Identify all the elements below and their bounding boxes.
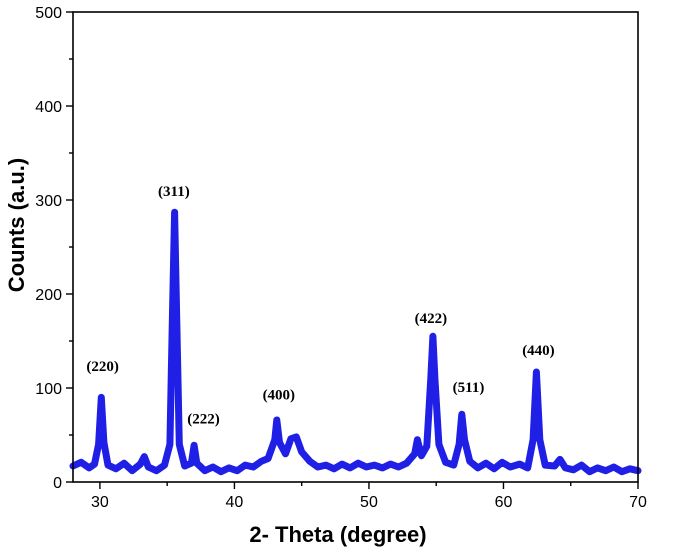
peak-label: (400) [263,387,296,403]
x-tick-label: 50 [360,494,378,511]
plot-frame [72,11,639,483]
peak-label: (511) [453,380,485,396]
x-tick-label: 30 [91,494,109,511]
peak-label: (440) [522,343,555,359]
y-tick-label: 200 [35,287,62,304]
peak-label: (220) [86,359,119,375]
x-axis-title: 2- Theta (degree) [249,522,426,547]
x-tick-label: 40 [226,494,244,511]
peak-label: (222) [187,412,220,428]
x-tick-label: 60 [495,494,513,511]
peak-label: (311) [158,184,190,200]
y-tick-label: 300 [35,193,62,210]
y-tick-label: 400 [35,99,62,116]
peak-label: (422) [415,311,448,327]
axes-layer: 30 40 50 60 70 0 100 200 300 400 500 [35,5,647,511]
y-tick-label: 0 [53,475,62,492]
xrd-pattern-line [69,208,642,476]
y-tick-label: 100 [35,381,62,398]
annotation-layer: (220) (311) (222) (400) (422) (511) (440) [86,184,554,427]
x-tick-label: 70 [629,494,647,511]
y-tick-label: 500 [35,5,62,22]
y-axis-title: Counts (a.u.) [4,158,29,292]
series-layer [69,208,642,476]
